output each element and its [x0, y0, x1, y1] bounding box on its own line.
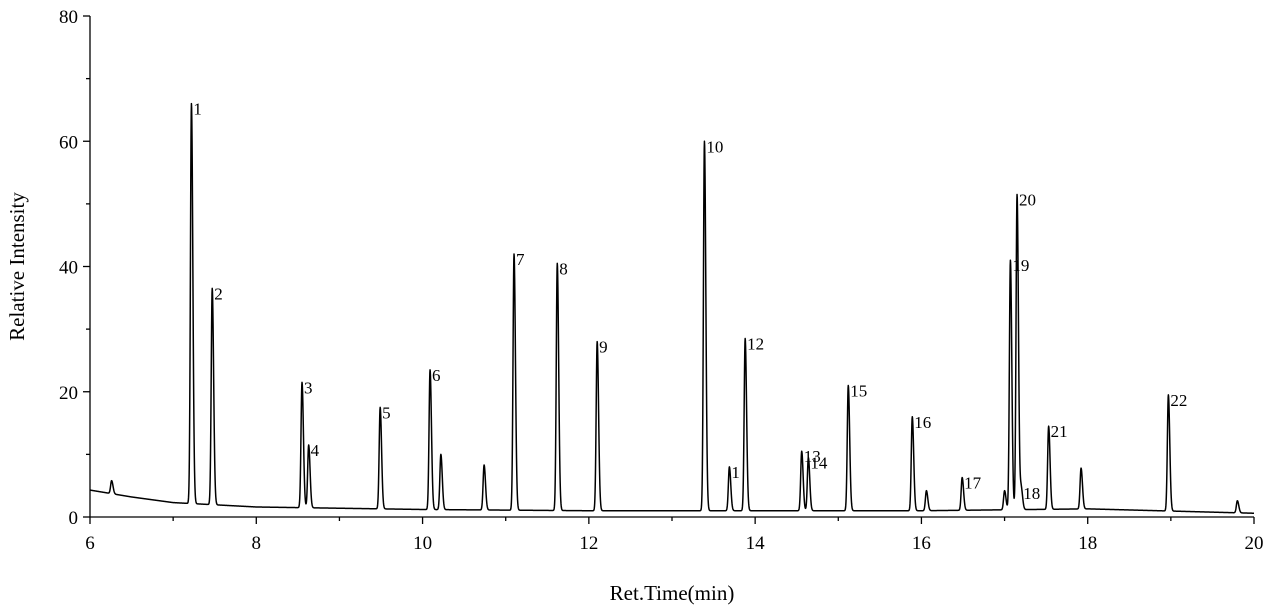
y-tick-label: 60 [59, 132, 78, 153]
x-axis-label: Ret.Time(min) [610, 581, 735, 605]
peak-label: 20 [1019, 190, 1036, 209]
peak-label: 5 [382, 403, 391, 422]
x-axis-ticks: 6 8 10 12 14 16 18 20 [85, 517, 1264, 554]
x-tick-label: 20 [1245, 533, 1264, 554]
peak-label: 3 [304, 378, 313, 397]
peak-label: 8 [559, 259, 568, 278]
x-tick-label: 16 [912, 533, 931, 554]
y-tick-label: 20 [59, 383, 78, 404]
x-tick-label: 12 [579, 533, 598, 554]
x-tick-label: 18 [1078, 533, 1097, 554]
peak-label: 22 [1170, 391, 1187, 410]
peak-label: 12 [747, 335, 764, 354]
peak-label: 15 [850, 381, 867, 400]
peak-label: 19 [1012, 256, 1029, 275]
peak-label: 18 [1023, 484, 1040, 503]
x-tick-label: 10 [413, 533, 432, 554]
peak-label: 13 [804, 447, 821, 466]
peak-label: 9 [599, 338, 608, 357]
y-tick-label: 80 [59, 7, 78, 28]
chromatogram-trace [89, 102, 1255, 514]
peak-label: 14 [810, 454, 828, 473]
peak-label: 7 [516, 250, 525, 269]
peak-label: 1 [731, 463, 740, 482]
x-tick-label: 6 [85, 533, 95, 554]
y-axis-label: Relative Intensity [5, 192, 29, 341]
peak-label: 2 [214, 284, 223, 303]
peak-label: 16 [914, 413, 931, 432]
y-tick-label: 0 [69, 508, 79, 529]
x-tick-label: 8 [252, 533, 262, 554]
x-tick-label: 14 [746, 533, 766, 554]
y-tick-label: 40 [59, 258, 78, 279]
peak-label: 17 [964, 474, 982, 493]
y-axis-ticks: 0 20 40 60 80 [59, 7, 90, 529]
peak-label: 1 [193, 100, 202, 119]
peak-label: 4 [311, 441, 320, 460]
peak-label: 21 [1051, 422, 1068, 441]
peak-label: 6 [432, 366, 441, 385]
peak-label: 10 [706, 137, 723, 156]
